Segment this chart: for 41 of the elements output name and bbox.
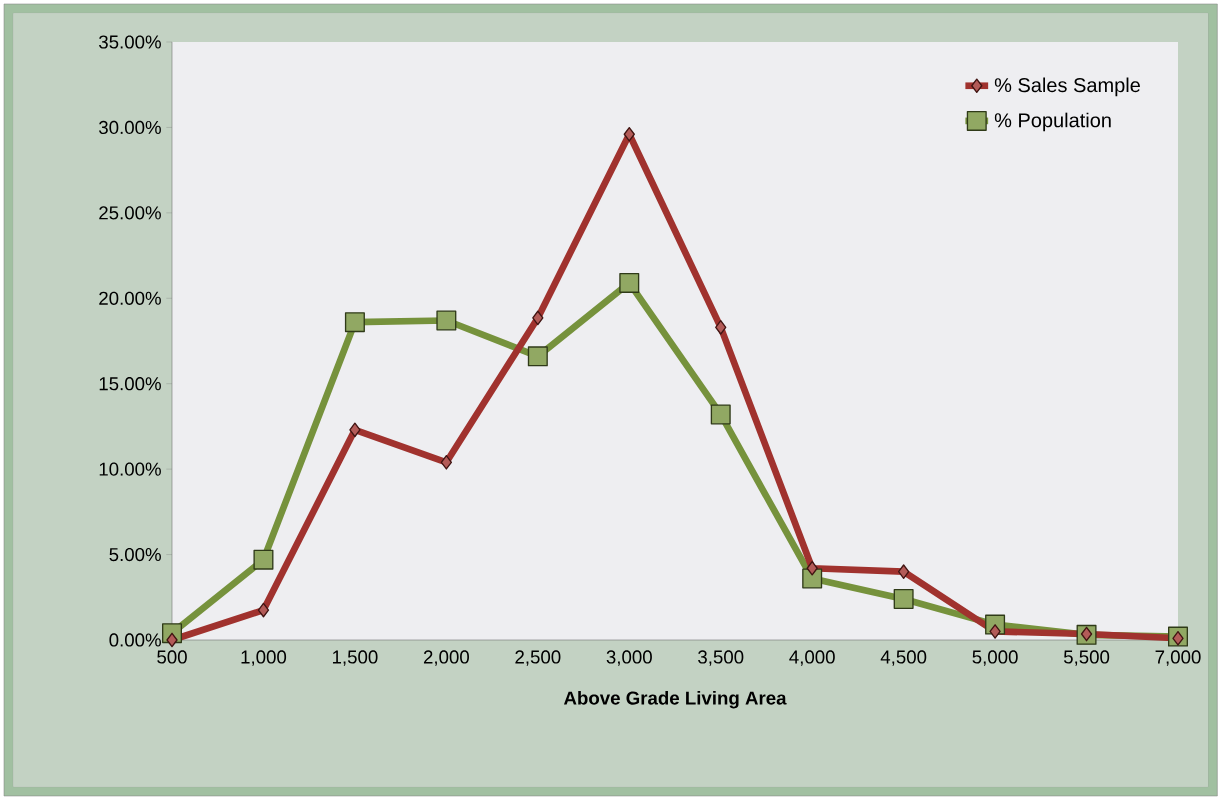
x-tick-label: 5,500 (1063, 650, 1110, 666)
point (710, 404, 731, 425)
y-tick-label: 5.00% (109, 547, 161, 562)
x-tick-label: 500 (157, 650, 187, 664)
point (257, 602, 270, 618)
point (527, 346, 548, 367)
legend-label: % Population (994, 112, 1111, 132)
y-tick-label: 25.00% (99, 206, 161, 220)
x-tick-label: 3,000 (606, 650, 652, 666)
x-axis-title: Above Grade Living Area (563, 690, 787, 709)
point (344, 312, 365, 333)
x-tick-label: 7,000 (1155, 650, 1201, 666)
y-tick-label: 30.00% (99, 120, 161, 135)
legend-label: % Sales Sample (994, 77, 1140, 97)
x-tick-label: 1,500 (332, 650, 378, 666)
point (806, 560, 818, 576)
y-tick-label: 10.00% (99, 462, 161, 476)
point (893, 588, 914, 609)
point (989, 624, 1001, 639)
point (897, 564, 910, 579)
y-tick-label: 0.00% (109, 633, 161, 647)
point (436, 310, 457, 331)
point (619, 272, 640, 293)
y-tick-label: 15.00% (99, 377, 161, 391)
point (349, 422, 361, 438)
point (1172, 630, 1184, 646)
point (532, 310, 544, 326)
x-tick-label: 4,000 (789, 650, 835, 666)
x-tick-label: 3,500 (698, 650, 744, 666)
y-tick-label: 35.00% (99, 35, 161, 49)
x-tick-label: 5,000 (972, 650, 1018, 666)
y-tick-label: 20.00% (99, 291, 161, 305)
point (623, 126, 635, 142)
point (715, 319, 727, 335)
point (166, 632, 178, 648)
x-tick-label: 4,500 (880, 650, 927, 666)
x-tick-label: 1,000 (241, 650, 287, 666)
x-tick-label: 2,500 (515, 650, 561, 666)
x-tick-label: 2,000 (423, 650, 469, 666)
point (253, 549, 274, 570)
point (440, 454, 453, 470)
